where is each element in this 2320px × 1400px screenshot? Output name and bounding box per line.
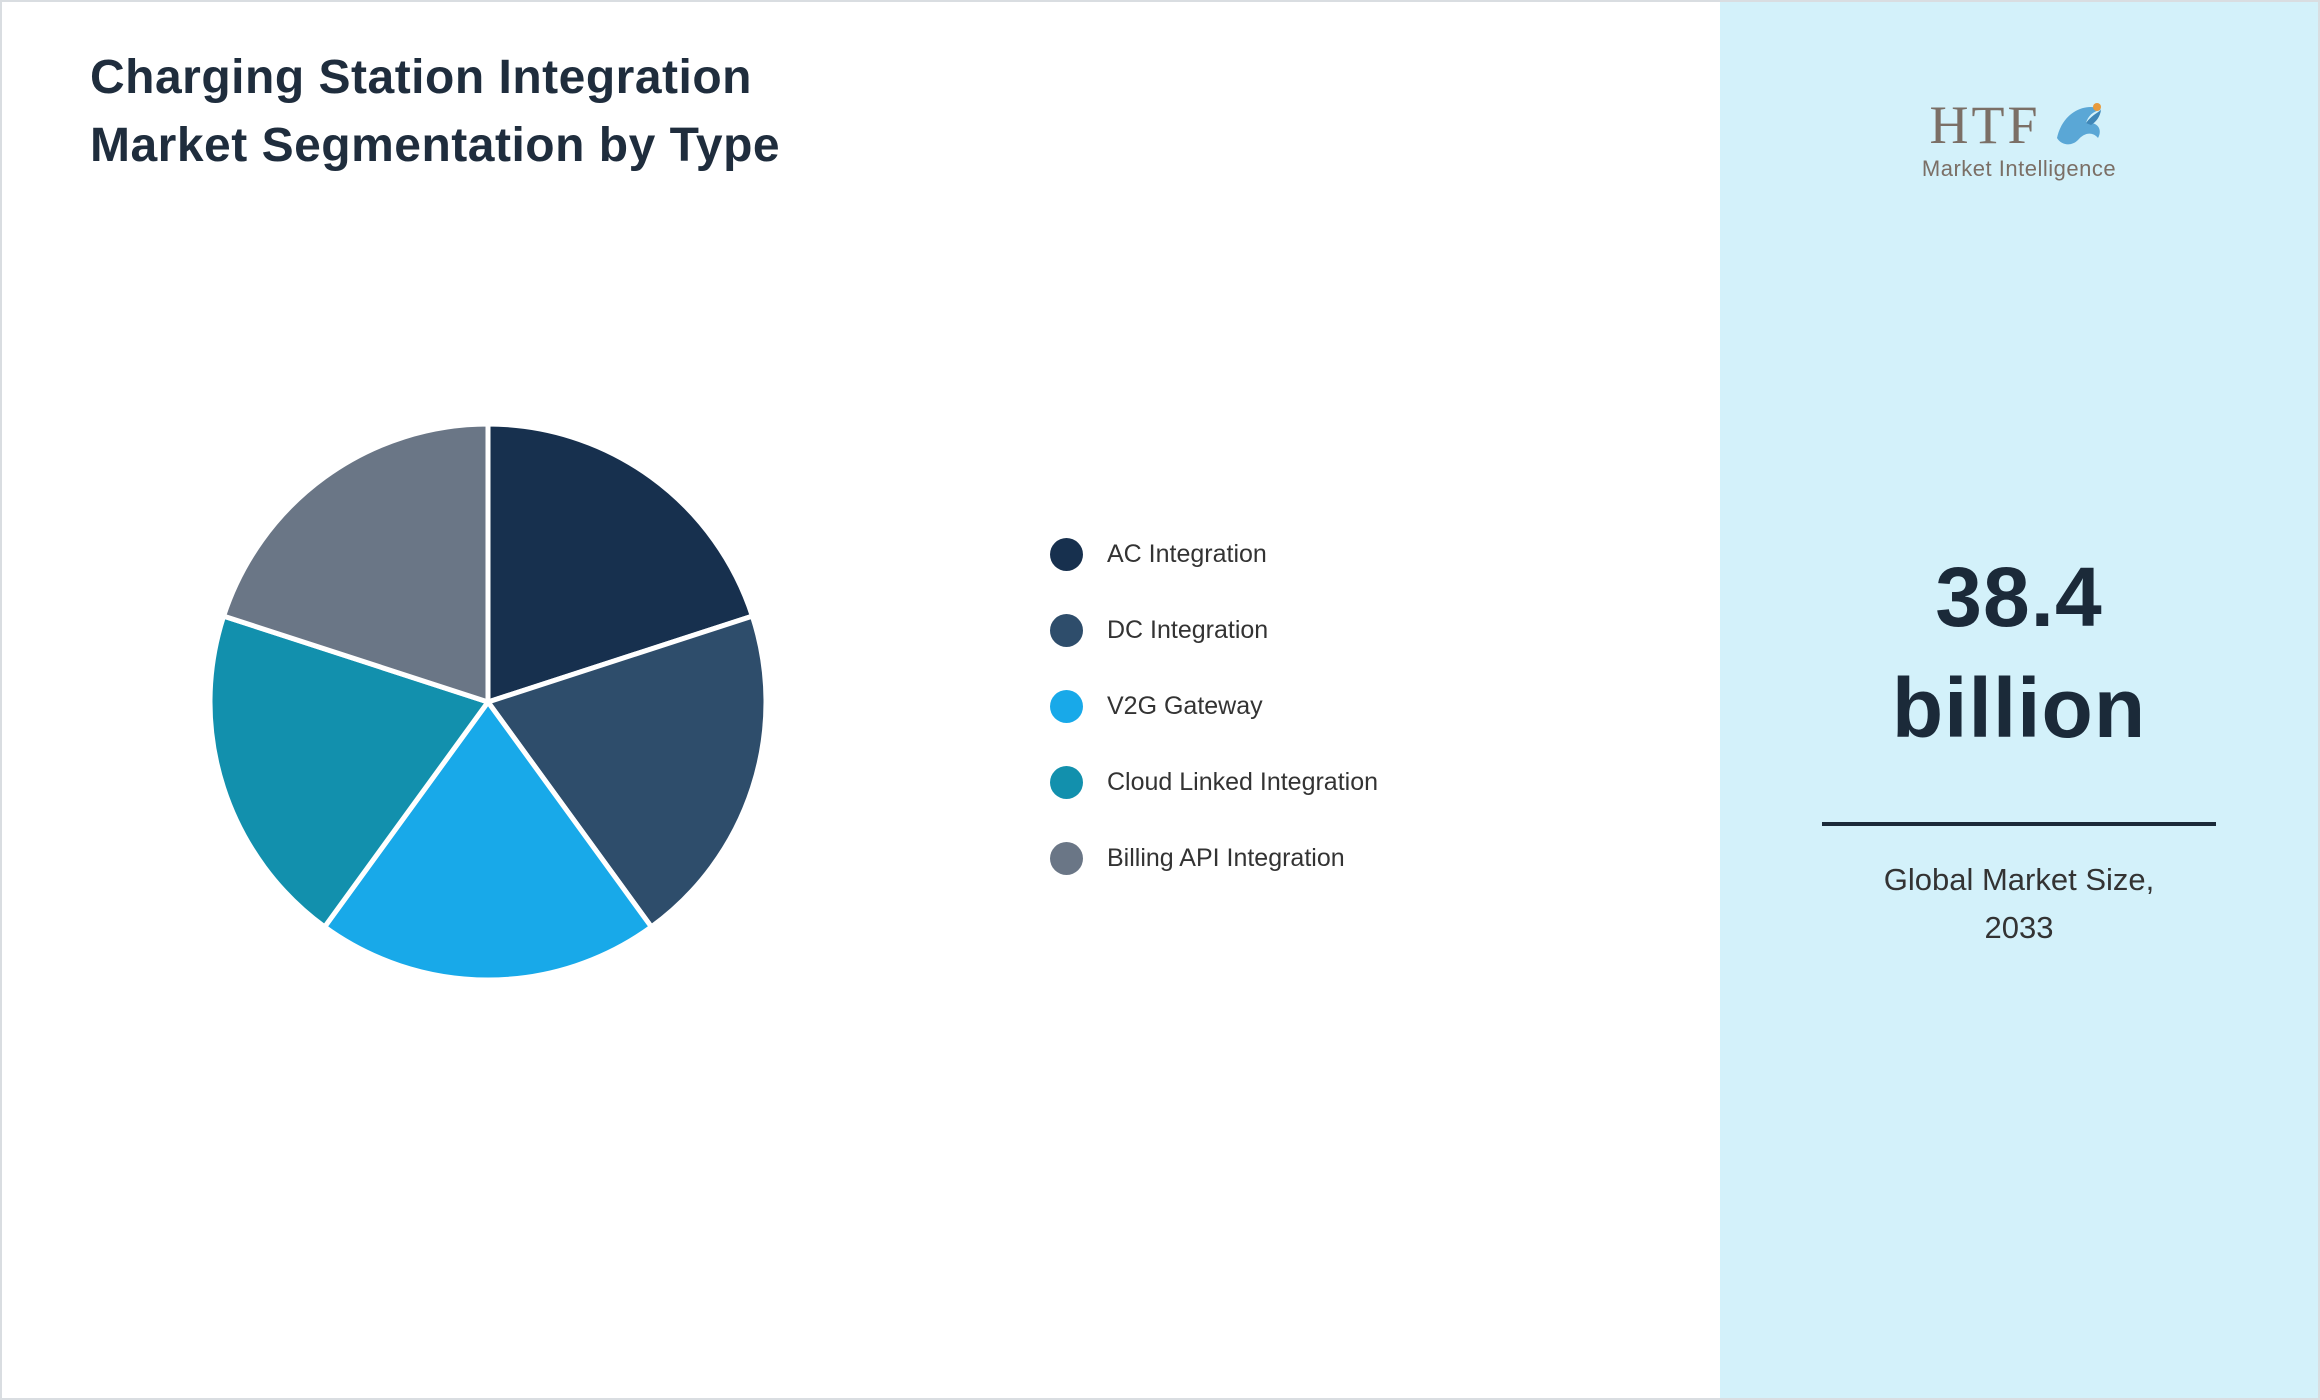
market-size-block: 38.4 billion Global Market Size, 2033 <box>1720 542 2318 952</box>
caption-line-1: Global Market Size, <box>1883 862 2155 897</box>
legend-label: DC Integration <box>1107 615 1269 644</box>
chart-section: Charging Station Integration Market Segm… <box>2 2 1720 1398</box>
legend-swatch-icon <box>1050 765 1083 799</box>
market-size-unit: billion <box>1891 661 2147 755</box>
legend-swatch-icon <box>1050 613 1083 647</box>
chart-legend: AC Integration DC Integration V2G Gateway C… <box>1050 537 1378 917</box>
legend-item: AC Integration <box>1050 537 1378 571</box>
page-title: Charging Station Integration Market Segm… <box>90 44 780 180</box>
logo-tagline: Market Intelligence <box>1921 156 2117 181</box>
legend-label: AC Integration <box>1107 539 1267 568</box>
legend-swatch-icon <box>1050 689 1083 723</box>
title-line-1: Charging Station Integration <box>90 51 752 104</box>
market-size-number: 38.4 <box>1935 550 2103 644</box>
caption-line-2: 2033 <box>1984 910 2054 945</box>
logo-lockup: HTF <box>1929 94 2108 156</box>
title-line-2: Market Segmentation by Type <box>90 119 781 172</box>
pie-slice-4 <box>221 421 491 705</box>
pie-slice-3 <box>207 613 491 930</box>
pie-slice-0 <box>485 421 755 705</box>
dolphin-icon <box>2047 98 2109 152</box>
logo: HTF Market Intelligence <box>1720 94 2318 182</box>
market-size-value: 38.4 billion <box>1720 542 2318 764</box>
legend-label: V2G Gateway <box>1107 691 1263 720</box>
divider-line <box>1822 822 2216 826</box>
pie-slice-2 <box>322 699 654 983</box>
pie-slice-1 <box>485 613 769 930</box>
legend-swatch-icon <box>1050 841 1083 875</box>
legend-label: Billing API Integration <box>1107 843 1345 872</box>
legend-item: Billing API Integration <box>1050 841 1378 875</box>
legend-label: Cloud Linked Integration <box>1107 767 1379 796</box>
market-size-caption: Global Market Size, 2033 <box>1720 856 2318 952</box>
sidebar: HTF Market Intelligence 38.4 billion Glo… <box>1720 2 2318 1398</box>
legend-swatch-icon <box>1050 537 1083 571</box>
legend-item: Cloud Linked Integration <box>1050 765 1378 799</box>
pie-chart <box>207 421 769 983</box>
logo-brand-text: HTF <box>1929 95 2041 155</box>
legend-item: DC Integration <box>1050 613 1378 647</box>
legend-item: V2G Gateway <box>1050 689 1378 723</box>
